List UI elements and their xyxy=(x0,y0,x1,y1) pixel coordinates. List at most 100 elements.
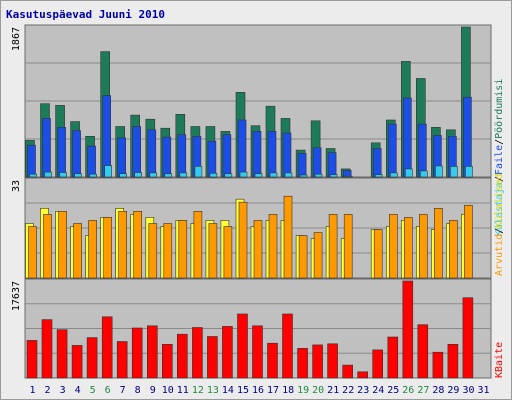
x-tick-label: 8 xyxy=(135,385,141,396)
hosts-bar xyxy=(73,223,82,279)
hosts-bar xyxy=(449,220,458,279)
x-tick-label: 14 xyxy=(222,385,234,396)
pages-bar xyxy=(269,172,278,178)
hits-bar xyxy=(57,127,66,178)
bytes-bar xyxy=(312,344,323,379)
hosts-bar xyxy=(58,211,67,279)
bytes-bar xyxy=(101,316,113,379)
hits-bar xyxy=(417,123,427,178)
bytes-bar xyxy=(372,349,384,379)
bytes-bar xyxy=(267,342,278,379)
hits-bar xyxy=(102,95,111,178)
x-tick-label: 21 xyxy=(327,385,339,396)
hits-bar xyxy=(372,148,382,178)
pages-bar xyxy=(419,170,428,178)
hosts-bar xyxy=(193,211,203,279)
bytes-bar xyxy=(222,326,233,379)
hits-bar xyxy=(237,119,247,178)
x-tick-label: 13 xyxy=(207,385,219,396)
pages-bar xyxy=(149,172,158,178)
hosts-bar xyxy=(343,214,353,279)
hits-bar xyxy=(327,152,337,178)
svg-text:Külastaja/: Külastaja/ xyxy=(494,176,505,236)
x-tick-label: 4 xyxy=(75,385,81,396)
hosts-bar xyxy=(118,211,127,279)
x-tick-label: 30 xyxy=(462,385,474,396)
legend-bytes: KBaite xyxy=(494,342,505,378)
x-tick-label: 12 xyxy=(192,385,204,396)
x-tick-label: 7 xyxy=(120,385,126,396)
hits-bar xyxy=(42,118,51,178)
x-tick-label: 18 xyxy=(282,385,294,396)
pages-bar xyxy=(254,173,263,178)
legend-kb-out: Arvutid xyxy=(494,234,505,276)
x-tick-label: 22 xyxy=(342,385,354,396)
x-tick-label: 15 xyxy=(237,385,249,396)
legend-hits: Faile xyxy=(494,145,505,175)
panel-visitors: 33 xyxy=(11,177,492,279)
hosts-bar xyxy=(418,214,428,279)
bytes-bar xyxy=(432,351,444,379)
panel-bytes: 17637 xyxy=(11,278,492,379)
bytes-bar xyxy=(342,364,354,379)
hits-bar xyxy=(267,131,277,178)
bytes-bar xyxy=(86,337,98,379)
y-max-label: 17637 xyxy=(11,281,22,311)
bytes-bar xyxy=(207,336,218,379)
pages-bar xyxy=(465,166,473,178)
pages-bar xyxy=(329,174,338,178)
hosts-bar xyxy=(28,226,37,279)
bytes-bar xyxy=(417,324,429,379)
bytes-bar xyxy=(252,325,263,379)
bytes-bar xyxy=(237,313,248,379)
panel-visits-hits: 1867 xyxy=(11,24,492,178)
hosts-bar xyxy=(163,223,173,279)
x-tick-label: 17 xyxy=(267,385,279,396)
legend-sep: / xyxy=(494,228,505,234)
pages-bar xyxy=(134,172,142,178)
legend-pages: Külastaja xyxy=(494,182,505,236)
pages-bar xyxy=(374,174,383,178)
hits-bar xyxy=(252,131,262,178)
hits-bar xyxy=(282,132,292,178)
x-tick-label: 28 xyxy=(432,385,444,396)
bytes-bar xyxy=(192,327,203,379)
bytes-bar xyxy=(297,347,308,379)
bytes-bar xyxy=(387,336,399,379)
pages-bar xyxy=(209,173,218,178)
hosts-bar xyxy=(328,214,338,279)
hosts-bar xyxy=(253,220,263,279)
hits-bar xyxy=(162,136,172,178)
pages-bar xyxy=(179,172,188,178)
pages-bar xyxy=(74,173,82,178)
x-axis-labels: 1 2 3 4 5 6 7 8 9 10 11 12 13 14 15 16 17 18 19 20 21 22 23 24 2… xyxy=(29,385,489,396)
bytes-bar xyxy=(402,280,414,379)
pages-bar xyxy=(284,172,293,178)
hosts-bar xyxy=(388,214,398,279)
bytes-bar xyxy=(131,327,143,379)
hosts-bar xyxy=(403,217,413,279)
x-tick-label: 29 xyxy=(447,385,459,396)
hits-bar xyxy=(387,123,397,178)
hosts-bar xyxy=(148,223,158,279)
bytes-bar xyxy=(177,333,188,379)
bytes-bar xyxy=(147,325,158,379)
bytes-bar xyxy=(56,329,68,379)
hits-bar xyxy=(297,153,307,178)
pages-bar xyxy=(450,166,458,178)
bytes-bar xyxy=(447,343,459,379)
x-tick-label: 31 xyxy=(477,385,489,396)
pages-bar xyxy=(435,165,443,178)
hits-bar xyxy=(463,96,472,178)
hosts-bar xyxy=(434,208,443,279)
svg-text:Arvutid/Külalised: Arvutid/Külalised xyxy=(494,174,505,276)
x-tick-label: 5 xyxy=(90,385,96,396)
pages-bar xyxy=(44,171,52,178)
hits-bar xyxy=(72,130,81,178)
legend-top: Faile/Pöördumisi xyxy=(494,79,505,175)
x-tick-label: 6 xyxy=(105,385,111,396)
x-tick-label: 16 xyxy=(252,385,264,396)
hits-bar xyxy=(117,137,126,178)
pages-bar xyxy=(119,173,127,178)
